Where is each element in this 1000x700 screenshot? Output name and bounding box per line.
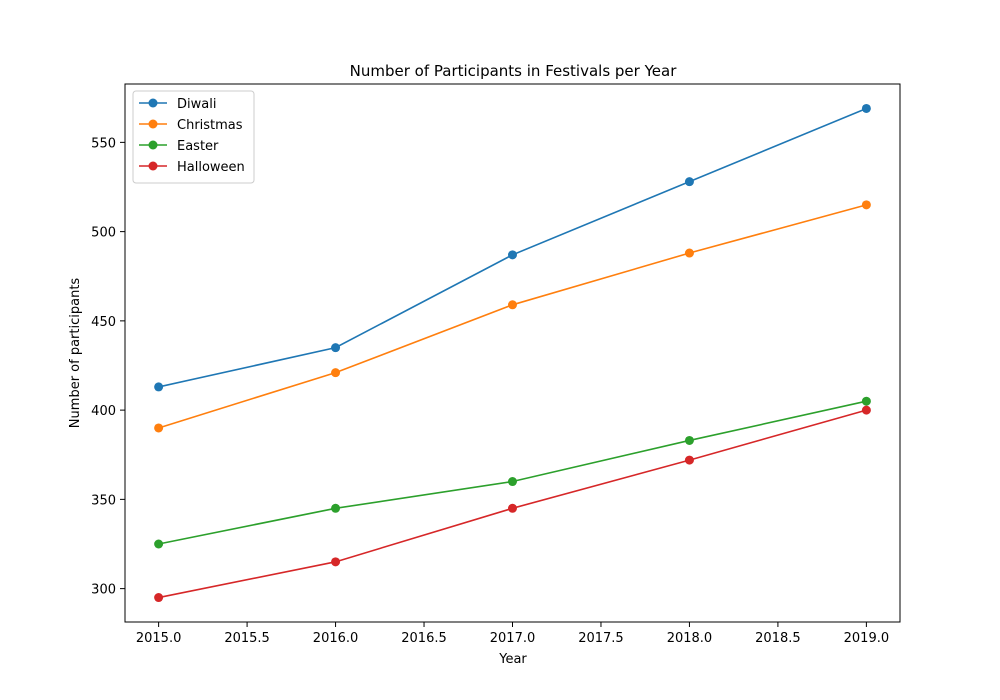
data-point-diwali [508, 250, 517, 260]
data-point-halloween [331, 557, 341, 567]
data-point-easter [331, 503, 341, 513]
legend-label-easter: Easter [177, 139, 219, 154]
x-tick-label: 2015.5 [224, 631, 270, 646]
chart-title: Number of Participants in Festivals per … [350, 62, 678, 80]
legend-marker-diwali [148, 98, 158, 108]
y-axis-label: Number of participants [68, 278, 83, 429]
legend: Diwali Christmas Easter Halloween [132, 90, 255, 184]
data-point-christmas [508, 300, 517, 310]
data-point-halloween [861, 405, 871, 415]
x-axis-label: Year [498, 652, 527, 667]
data-point-halloween [684, 455, 694, 465]
y-tick-label: 500 [91, 226, 116, 241]
x-tick-label: 2017.5 [578, 631, 624, 646]
x-tick-label: 2016.0 [313, 631, 359, 646]
legend-marker-easter [148, 140, 158, 150]
data-point-christmas [684, 248, 694, 258]
legend-box [132, 90, 255, 184]
y-tick-label: 400 [91, 404, 116, 419]
data-point-christmas [331, 368, 341, 378]
legend-label-halloween: Halloween [177, 160, 245, 175]
x-tick-label: 2017.0 [490, 631, 536, 646]
x-tick-label: 2015.0 [136, 631, 182, 646]
legend-label-christmas: Christmas [177, 118, 243, 133]
y-tick-label: 550 [91, 136, 116, 151]
legend-marker-christmas [148, 119, 158, 129]
data-point-halloween [154, 593, 164, 603]
legend-marker-halloween [148, 161, 158, 171]
data-point-easter [508, 477, 517, 487]
data-point-diwali [154, 382, 164, 392]
data-point-easter [154, 539, 164, 549]
x-tick-label: 2018.5 [755, 631, 801, 646]
y-tick-label: 350 [91, 493, 116, 508]
x-tick-label: 2019.0 [844, 631, 890, 646]
x-axis: 2015.0 2015.5 2016.0 2016.5 2017.0 2017.5 2018… [136, 622, 889, 646]
y-axis: 300 350 400 450 500 550 [91, 136, 125, 598]
data-point-diwali [861, 103, 871, 113]
data-point-diwali [684, 177, 694, 187]
x-tick-label: 2016.5 [401, 631, 447, 646]
y-tick-label: 450 [91, 315, 116, 330]
x-tick-label: 2018.0 [667, 631, 713, 646]
data-point-easter [684, 435, 694, 445]
legend-label-diwali: Diwali [177, 97, 216, 112]
data-point-christmas [154, 423, 164, 433]
plot-area [154, 103, 871, 603]
y-tick-label: 300 [91, 583, 116, 598]
data-point-halloween [508, 503, 517, 513]
data-point-christmas [861, 200, 871, 210]
data-point-easter [861, 396, 871, 406]
data-point-diwali [331, 343, 341, 353]
